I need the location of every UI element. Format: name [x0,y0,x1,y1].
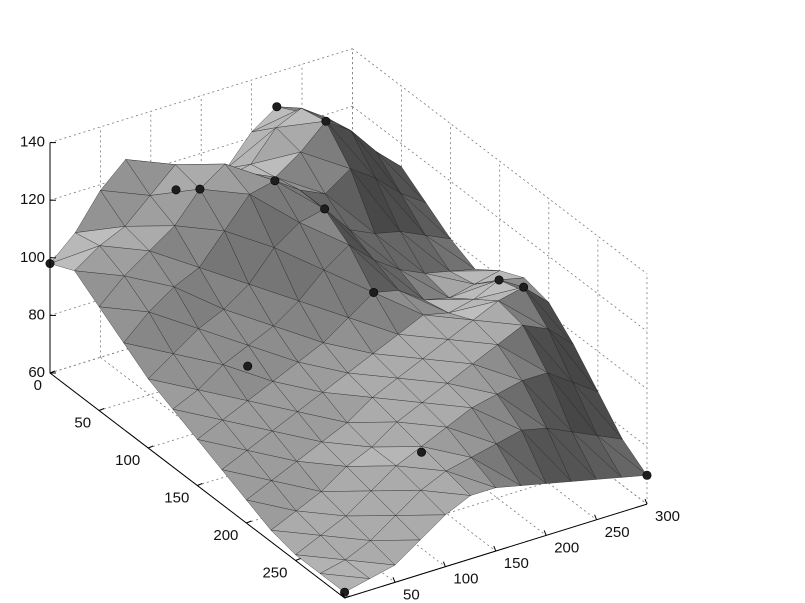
peak-marker [642,470,652,480]
x-axis-tick [342,592,346,599]
surface-facet [597,435,648,478]
surface-facet [546,428,597,482]
surface-facet [496,443,547,486]
y-tick-label: 200 [213,527,238,544]
surface-facet [319,573,371,593]
y-tick-label: 100 [115,452,140,469]
peak-markers [45,102,652,597]
peak-marker [519,282,529,292]
x-axis-tick [543,530,547,536]
y-tick-label: 300 [312,602,337,603]
y-axis-tick [148,445,154,449]
x-tick-label: 150 [504,555,529,572]
x-tick-label: 300 [655,508,680,525]
z-tick-label: 80 [28,306,45,323]
y-tick-label: 50 [74,414,91,431]
x-tick-label: 100 [453,571,478,588]
y-axis-tick [197,483,203,486]
surface-facet [445,470,497,496]
y-axis-tick [295,558,301,561]
surface-facet [370,539,421,566]
z-tick-label: 100 [20,249,45,266]
x-tick-label: 50 [403,586,420,603]
peak-marker [243,361,253,371]
peak-marker [270,176,280,186]
y-tick-label: 0 [34,377,42,394]
peak-marker [320,204,330,214]
surface-mesh [49,106,648,593]
peak-marker [340,587,350,597]
x-axis-tick [493,545,497,552]
y-tick-label: 150 [164,489,189,506]
z-tick-label: 120 [20,191,45,208]
y-axis-tick [98,408,105,411]
peak-marker [369,287,379,297]
x-tick-label: 0 [353,602,361,603]
gridline-back-wall-horizontal [352,105,648,332]
x-tick-label: 200 [554,539,579,556]
axes [49,142,648,599]
peak-marker [494,275,504,285]
z-tick-label: 140 [20,134,45,151]
y-axis-tick [49,370,56,374]
x-axis-tick [644,498,648,505]
x-axis-tick [442,561,446,567]
surface-facet [420,490,472,516]
peak-marker [416,447,426,457]
x-axis-tick [392,577,396,583]
peak-marker [171,185,181,195]
surface-facet [571,431,623,480]
surface-facet [395,514,446,541]
gridline-back-wall-horizontal [352,48,648,275]
peak-marker [321,116,331,126]
y-tick-label: 250 [262,564,287,581]
surface-facet [344,559,396,579]
x-tick-label: 250 [605,524,630,541]
surface-facet [471,457,522,488]
peak-marker [195,184,205,194]
tick-labels: 60 80 100 120 140 0 50 100 150 200 250 300 0 50 100 150… [20,134,680,603]
x-axis-tick [594,514,598,520]
peak-marker [272,102,282,112]
surface-facet [521,430,572,484]
y-axis-tick [344,595,350,599]
y-axis-tick [246,520,252,524]
z-tick-label: 60 [28,364,45,381]
